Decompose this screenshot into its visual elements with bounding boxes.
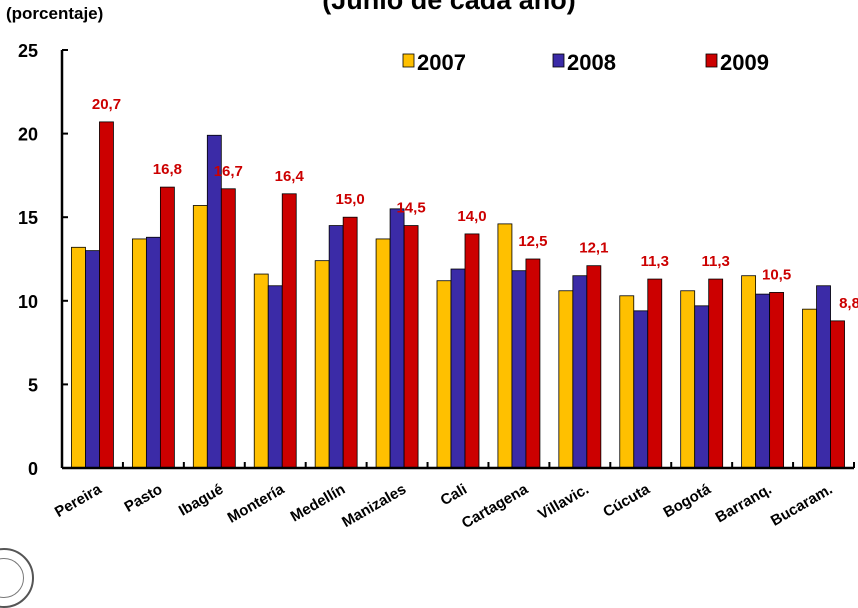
category-label: Pereira: [52, 480, 105, 520]
category-label: Manizales: [339, 481, 409, 531]
bar-2008-Pereira: [85, 250, 100, 469]
bar-2007-Manizales: [375, 238, 391, 469]
bar-2009-Cali: [464, 233, 480, 469]
bar-2008-Ibagué: [206, 134, 222, 469]
bar-2009-Cartagena: [525, 258, 541, 469]
chart-title: (Junio de cada año): [322, 0, 576, 15]
y-tick-label: 10: [18, 292, 38, 312]
data-label: 15,0: [336, 191, 365, 208]
legend-label-2007: 2007: [417, 50, 466, 75]
legend-swatch-2008: [552, 53, 565, 68]
bar-2007-Barranq.: [741, 275, 757, 469]
y-tick-label: 20: [18, 125, 38, 145]
bar-2008-Medellín: [328, 225, 344, 469]
data-label: 14,5: [396, 200, 425, 217]
legend-swatch-2009: [705, 53, 718, 68]
y-tick-label: 5: [28, 375, 38, 395]
data-label: 12,1: [579, 240, 608, 257]
data-label: 16,7: [214, 163, 243, 180]
data-label: 20,7: [92, 96, 121, 113]
data-label: 11,3: [702, 253, 730, 270]
bar-2009-Bogotá: [708, 278, 724, 469]
category-label: Cali: [438, 481, 470, 509]
category-label: Cartagena: [459, 480, 532, 532]
bar-2009-Manizales: [403, 225, 419, 469]
bar-2009-Cúcuta: [647, 278, 663, 469]
category-label: Montería: [225, 480, 288, 526]
bar-2008-Cartagena: [511, 270, 527, 469]
bar-chart: 0 5 10 15 20 25 20,7 Pereira 16,8 Pasto 16,7 Ibagué…: [18, 41, 858, 532]
bar-2007-Ibagué: [192, 205, 208, 469]
bar-2008-Cúcuta: [633, 310, 649, 469]
bar-2007-Montería: [253, 273, 269, 469]
category-label: Villavic.: [535, 481, 592, 524]
bar-2007-Pasto: [131, 238, 147, 469]
y-tick-label: 25: [18, 41, 38, 61]
bar-2008-Montería: [267, 285, 283, 469]
data-label: 16,8: [153, 161, 182, 178]
bar-2009-Pasto: [159, 186, 175, 469]
bar-2009-Medellín: [342, 216, 358, 469]
bar-2008-Barranq.: [755, 293, 771, 469]
category-label: Bogotá: [660, 480, 714, 521]
bar-2009-Barranq.: [769, 292, 785, 469]
bar-2008-Villavic.: [572, 275, 588, 469]
category-label: Medellín: [288, 481, 348, 526]
bar-2009-Montería: [281, 193, 297, 469]
y-tick-label: 15: [18, 208, 38, 228]
y-tick-label: 0: [28, 459, 38, 479]
bar-2007-Bogotá: [680, 290, 696, 469]
category-label: Barranq.: [713, 481, 775, 527]
data-label: 12,5: [518, 233, 547, 250]
bar-2007-Bucaram.: [802, 308, 817, 469]
category-label: Cúcuta: [600, 480, 653, 520]
bar-2009-Bucaram.: [830, 320, 845, 469]
y-unit-label: (porcentaje): [6, 4, 104, 23]
bar-2008-Pasto: [145, 236, 161, 469]
bar-2007-Cali: [436, 280, 452, 469]
category-label: Bucaram.: [768, 481, 836, 530]
legend-label-2008: 2008: [567, 50, 616, 75]
data-label: 8,8: [839, 295, 858, 312]
bar-2009-Ibagué: [220, 188, 236, 469]
category-label: Ibagué: [176, 481, 226, 520]
bar-2008-Bogotá: [694, 305, 710, 469]
bar-2008-Manizales: [389, 208, 405, 469]
bar-2007-Pereira: [71, 246, 86, 469]
bar-2009-Villavic.: [586, 265, 602, 469]
data-label: 10,5: [762, 266, 791, 283]
data-label: 11,3: [641, 253, 669, 270]
bar-2008-Cali: [450, 268, 466, 469]
legend-swatch-2007: [402, 53, 415, 68]
data-label: 16,4: [275, 168, 305, 185]
bar-2007-Medellín: [314, 260, 330, 469]
bar-2009-Pereira: [99, 121, 114, 469]
category-label: Pasto: [121, 481, 165, 516]
legend-label-2009: 2009: [720, 50, 769, 75]
data-label: 14,0: [457, 208, 486, 225]
bar-2008-Bucaram.: [816, 285, 831, 469]
bar-2007-Cartagena: [497, 223, 513, 469]
bar-2007-Villavic.: [558, 290, 574, 469]
bar-2007-Cúcuta: [619, 295, 635, 469]
